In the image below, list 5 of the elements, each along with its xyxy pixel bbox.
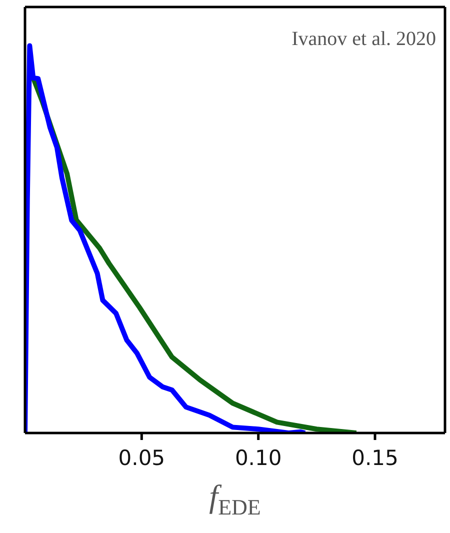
x-tick-label: 0.15 (352, 446, 398, 470)
x-axis-title: f$_{EDE}$ (209, 478, 261, 520)
annotation: Ivanov et al. 2020 (292, 28, 436, 51)
x-tick-label: 0.05 (118, 446, 166, 470)
x-tick-label: 0.10 (234, 446, 282, 470)
